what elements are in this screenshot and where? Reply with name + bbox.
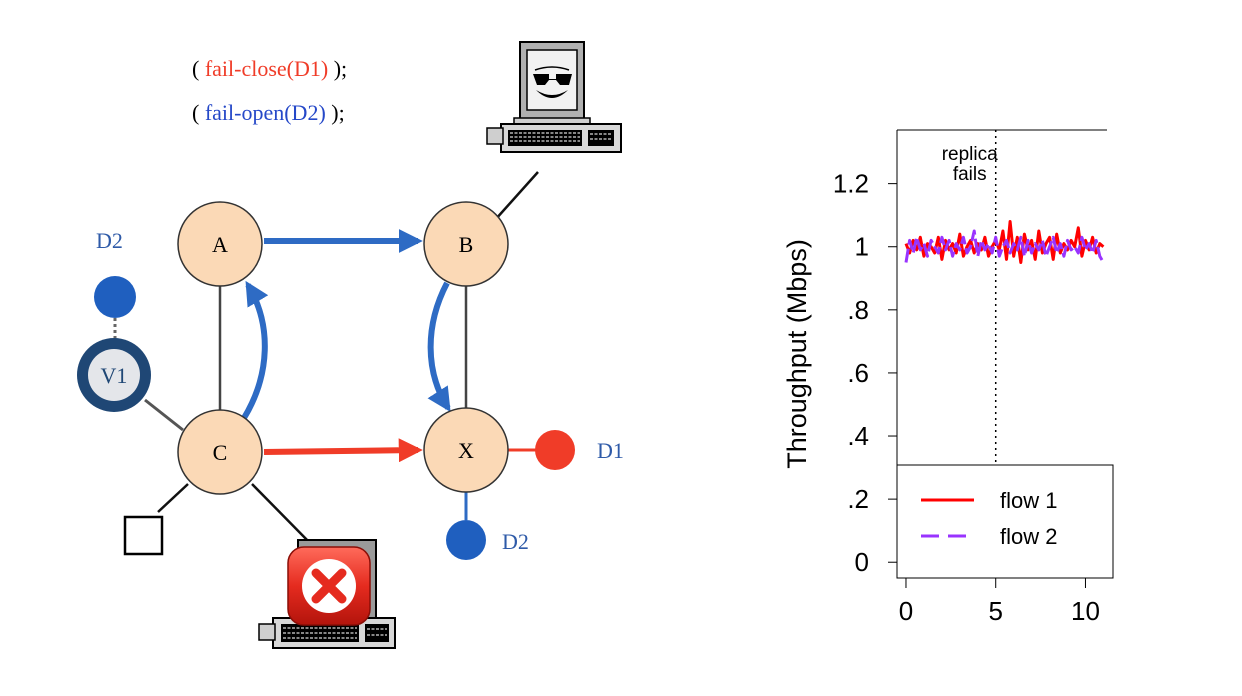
network-diagram: ( fail-close(D1) ); ( fail-open(D2) ); A… bbox=[77, 41, 624, 649]
throughput-chart: 0 .2 .4 .6 .8 1 1.2 0 5 10 Throughput (Mbps) rep… bbox=[782, 129, 1114, 626]
link-b-host bbox=[494, 171, 539, 221]
failed-computer-icon bbox=[258, 539, 396, 649]
link-c-failed-host bbox=[251, 483, 313, 546]
y-tick-label: .8 bbox=[847, 295, 869, 325]
endpoint-d2-top bbox=[94, 276, 136, 318]
link-c-switch bbox=[157, 483, 189, 513]
y-tick-label: .2 bbox=[847, 484, 869, 514]
smiley-face-icon bbox=[533, 66, 572, 98]
series-layer bbox=[904, 220, 1105, 264]
node-a-label: A bbox=[212, 232, 228, 257]
label-d1: D1 bbox=[597, 438, 624, 463]
node-a: A bbox=[177, 201, 263, 287]
y-axis: 0 .2 .4 .6 .8 1 1.2 bbox=[833, 169, 897, 577]
arrow-b-to-x bbox=[427, 281, 451, 413]
node-v1-label: V1 bbox=[101, 363, 128, 388]
endpoint-d2-bottom bbox=[446, 520, 486, 560]
x-axis: 0 5 10 bbox=[899, 578, 1100, 626]
legend: flow 1 flow 2 bbox=[896, 464, 1114, 579]
series-line-flow-2 bbox=[904, 229, 1105, 264]
legend-box bbox=[896, 464, 1114, 579]
label-d2-top: D2 bbox=[96, 228, 123, 253]
policy-line-fail-close: ( fail-close(D1) ); bbox=[192, 56, 347, 81]
arrow-c-to-x bbox=[263, 438, 423, 463]
x-tick-label: 5 bbox=[988, 596, 1002, 626]
annotation-replica: replica bbox=[942, 144, 998, 165]
y-tick-label: .4 bbox=[847, 421, 869, 451]
switch-square bbox=[123, 515, 164, 556]
y-axis-label: Throughput (Mbps) bbox=[782, 239, 812, 469]
node-b-label: B bbox=[459, 232, 474, 257]
node-x: X bbox=[423, 407, 509, 493]
y-tick-label: .6 bbox=[847, 358, 869, 388]
endpoint-d1 bbox=[535, 430, 575, 470]
arrow-c-to-a bbox=[241, 280, 269, 420]
node-v1: V1 bbox=[77, 338, 151, 412]
close-x-icon bbox=[287, 546, 371, 626]
annotation-fails: fails bbox=[953, 164, 987, 185]
link-c-v1 bbox=[144, 398, 184, 432]
computer-terminal-icon bbox=[486, 41, 622, 153]
y-tick-label: 1.2 bbox=[833, 169, 869, 199]
policy-line-fail-open: ( fail-open(D2) ); bbox=[192, 100, 345, 125]
node-b: B bbox=[423, 201, 509, 287]
y-tick-label: 1 bbox=[855, 232, 869, 262]
x-tick-label: 10 bbox=[1071, 596, 1100, 626]
node-x-label: X bbox=[458, 438, 474, 463]
y-tick-label: 0 bbox=[855, 547, 869, 577]
label-d2-bottom: D2 bbox=[502, 529, 529, 554]
node-c: C bbox=[177, 409, 263, 495]
node-c-label: C bbox=[213, 440, 228, 465]
x-tick-label: 0 bbox=[899, 596, 913, 626]
legend-label-flow-1: flow 1 bbox=[1000, 488, 1057, 513]
legend-label-flow-2: flow 2 bbox=[1000, 524, 1057, 549]
